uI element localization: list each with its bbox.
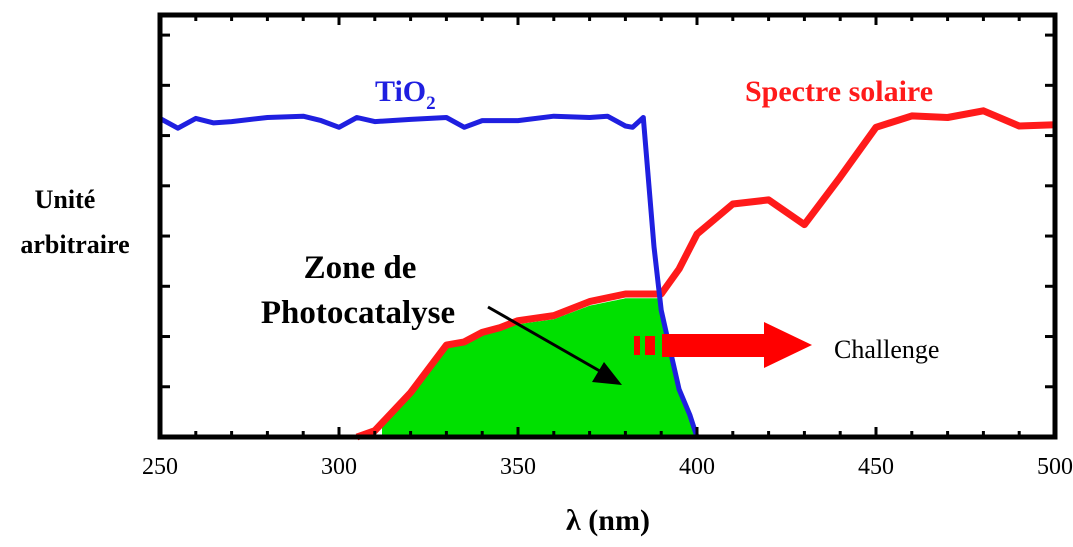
photocatalysis-zone-fill <box>382 298 697 437</box>
series-label-tio2-subscript: 2 <box>426 93 436 114</box>
x-tick-label: 400 <box>679 454 715 480</box>
challenge-label: Challenge <box>834 335 939 364</box>
series-label-tio2-main: TiO <box>375 75 426 108</box>
plot-frame <box>157 12 1058 440</box>
series-label-spectre-solaire: Spectre solaire <box>745 75 933 108</box>
x-tick-label: 250 <box>142 454 178 480</box>
zone-pointer-arrow-shaft <box>487 305 606 376</box>
zone-label-line2: Photocatalyse <box>261 295 455 331</box>
x-tick-label: 350 <box>500 454 536 480</box>
challenge-arrow-shaft <box>662 334 766 357</box>
x-tick-labels: 250 300 350 400 450 500 <box>142 454 1073 480</box>
challenge-arrow-dash-2 <box>645 336 655 355</box>
challenge-arrow-head <box>764 322 812 368</box>
series-label-tio2: TiO2 <box>375 75 436 114</box>
zone-pointer-arrow-head <box>592 362 622 385</box>
series-line-tio2 <box>158 113 700 438</box>
zone-label-line1: Zone de <box>304 250 417 286</box>
challenge-arrow-dash-1 <box>634 336 640 355</box>
x-tick-label: 500 <box>1037 454 1073 480</box>
y-axis-label-line1: Unité <box>35 185 96 214</box>
axis-ticks <box>158 15 1057 439</box>
x-tick-label: 300 <box>321 454 357 480</box>
x-axis-label: λ (nm) <box>566 504 650 537</box>
challenge-arrow <box>634 322 812 368</box>
x-tick-label: 450 <box>858 454 894 480</box>
y-axis-label-line2: arbitraire <box>20 230 129 259</box>
